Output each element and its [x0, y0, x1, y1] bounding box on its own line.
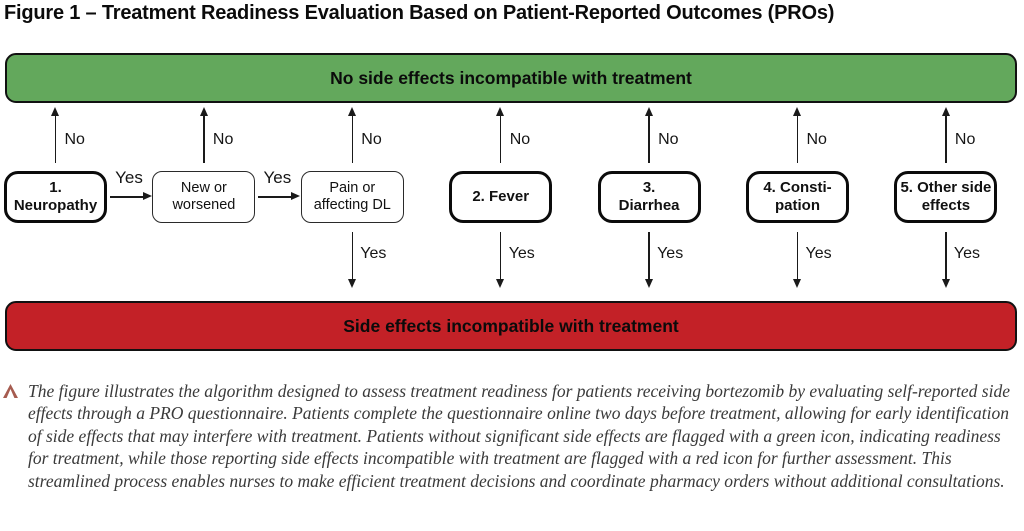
- no-arrow-up-icon: [644, 107, 653, 163]
- positive-outcome-bar: No side effects incompatible with treatm…: [5, 53, 1017, 103]
- no-arrow-up-icon: [941, 107, 950, 163]
- yes-arrow-right-icon: [110, 192, 152, 201]
- arrowhead-up-icon: [941, 107, 950, 116]
- no-arrow-up-icon: [793, 107, 802, 163]
- node-label: Pain or affecting DL: [313, 179, 391, 213]
- no-arrow-up-icon: [496, 107, 505, 163]
- yes-label: Yes: [508, 245, 535, 262]
- yes-label: Yes: [263, 168, 292, 187]
- arrowhead-down-icon: [496, 279, 505, 288]
- no-arrow-up-icon: [199, 107, 208, 163]
- yes-arrow-down-icon: [793, 232, 802, 288]
- arrowhead-down-icon: [644, 279, 653, 288]
- node-label: 3. Diarrhea: [618, 179, 680, 214]
- yes-arrow-down-icon: [644, 232, 653, 288]
- node-pain-affecting-dl: Pain or affecting DL: [300, 171, 404, 223]
- yes-label: Yes: [115, 168, 143, 187]
- node-label: 4. Consti- pation: [763, 179, 832, 214]
- yes-label: Yes: [360, 245, 387, 262]
- figure-caption: The figure illustrates the algorithm des…: [28, 381, 1010, 491]
- positive-outcome-label: No side effects incompatible with treatm…: [330, 67, 692, 88]
- arrowhead-up-icon: [644, 107, 653, 116]
- node-new-or-worsened: New or worsened: [152, 171, 256, 223]
- arrowhead-right-icon: [143, 192, 152, 201]
- node-label: 2. Fever: [472, 188, 530, 206]
- arrowhead-up-icon: [793, 107, 802, 116]
- arrowhead-up-icon: [199, 107, 208, 116]
- node-label: 5. Other side effects: [900, 179, 992, 214]
- no-label: No: [64, 131, 85, 148]
- yes-arrow-down-icon: [347, 232, 356, 288]
- arrowhead-up-icon: [347, 107, 356, 116]
- node-neuropathy: 1. Neuropathy: [4, 171, 107, 223]
- node-label: New or worsened: [172, 179, 236, 213]
- node-label: 1. Neuropathy: [13, 179, 98, 214]
- no-label: No: [806, 131, 827, 148]
- yes-label: Yes: [657, 245, 684, 262]
- no-label: No: [212, 131, 234, 148]
- yes-arrow-right-icon: [258, 192, 301, 201]
- arrowhead-up-icon: [496, 107, 505, 116]
- arrowhead-down-icon: [793, 279, 802, 288]
- arrowhead-up-icon: [51, 107, 60, 116]
- no-label: No: [361, 131, 382, 148]
- caret-up-icon: [3, 384, 18, 398]
- no-label: No: [954, 131, 976, 148]
- negative-outcome-bar: Side effects incompatible with treatment: [5, 301, 1017, 351]
- negative-outcome-label: Side effects incompatible with treatment: [343, 315, 679, 336]
- arrowhead-right-icon: [291, 192, 301, 201]
- yes-arrow-down-icon: [941, 232, 950, 288]
- node-fever: 2. Fever: [449, 171, 553, 223]
- yes-arrow-down-icon: [496, 232, 505, 288]
- figure-title: Figure 1 – Treatment Readiness Evaluatio…: [4, 2, 835, 24]
- no-label: No: [658, 131, 679, 148]
- no-arrow-up-icon: [347, 107, 356, 163]
- yes-label: Yes: [953, 245, 980, 262]
- arrowhead-down-icon: [347, 279, 356, 288]
- node-diarrhea: 3. Diarrhea: [597, 171, 701, 223]
- node-constipation: 4. Consti- pation: [746, 171, 849, 223]
- node-other-side-effects: 5. Other side effects: [894, 171, 998, 223]
- no-arrow-up-icon: [51, 107, 60, 163]
- arrowhead-down-icon: [941, 279, 950, 288]
- yes-label: Yes: [805, 245, 832, 262]
- no-label: No: [509, 131, 531, 148]
